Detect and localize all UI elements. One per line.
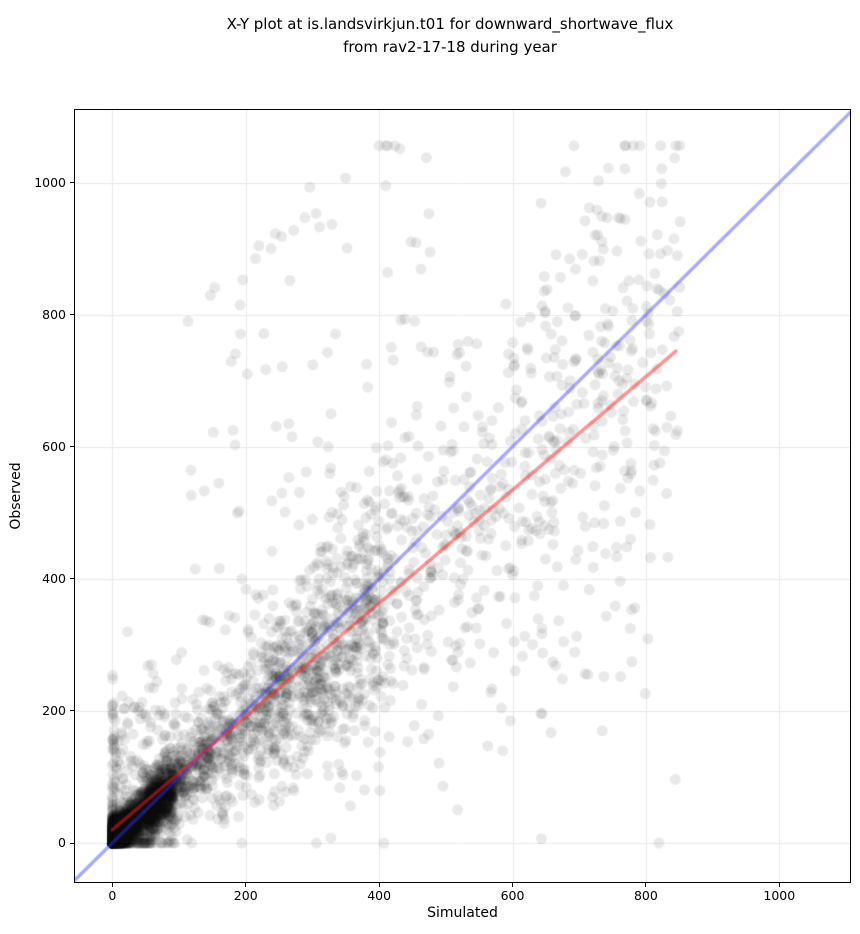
y-tick-mark (70, 314, 74, 316)
y-tick-label: 800 (42, 306, 66, 322)
y-tick-label: 200 (42, 702, 66, 718)
x-tick-mark (111, 883, 113, 887)
x-tick-mark (778, 883, 780, 887)
chart-title-line-1: X-Y plot at is.landsvirkjun.t01 for down… (226, 15, 674, 33)
y-tick-mark (70, 842, 74, 844)
x-tick-mark (245, 883, 247, 887)
x-tick-mark (512, 883, 514, 887)
x-axis-label: Simulated (427, 905, 498, 921)
chart-title-line-2: from rav2-17-18 during year (343, 38, 557, 56)
y-axis-label: Observed (8, 462, 24, 530)
x-tick-label: 0 (108, 888, 117, 903)
x-tick-mark (645, 883, 647, 887)
y-tick-label: 600 (42, 438, 66, 454)
y-tick-mark (70, 710, 74, 712)
chart-title: X-Y plot at is.landsvirkjun.t01 for down… (40, 13, 860, 59)
x-tick-label: 200 (233, 888, 258, 903)
y-tick-mark (70, 446, 74, 448)
y-tick-label: 400 (42, 570, 66, 586)
y-tick-mark (70, 578, 74, 580)
x-tick-label: 600 (500, 888, 525, 903)
x-tick-mark (378, 883, 380, 887)
x-tick-label: 400 (367, 888, 392, 903)
y-tick-label: 1000 (34, 174, 66, 190)
x-tick-label: 800 (633, 888, 658, 903)
scatter-plot-canvas (75, 110, 850, 882)
plot-frame (74, 109, 851, 883)
y-tick-label: 0 (58, 835, 66, 851)
y-tick-mark (70, 182, 74, 184)
x-tick-label: 1000 (763, 888, 796, 903)
